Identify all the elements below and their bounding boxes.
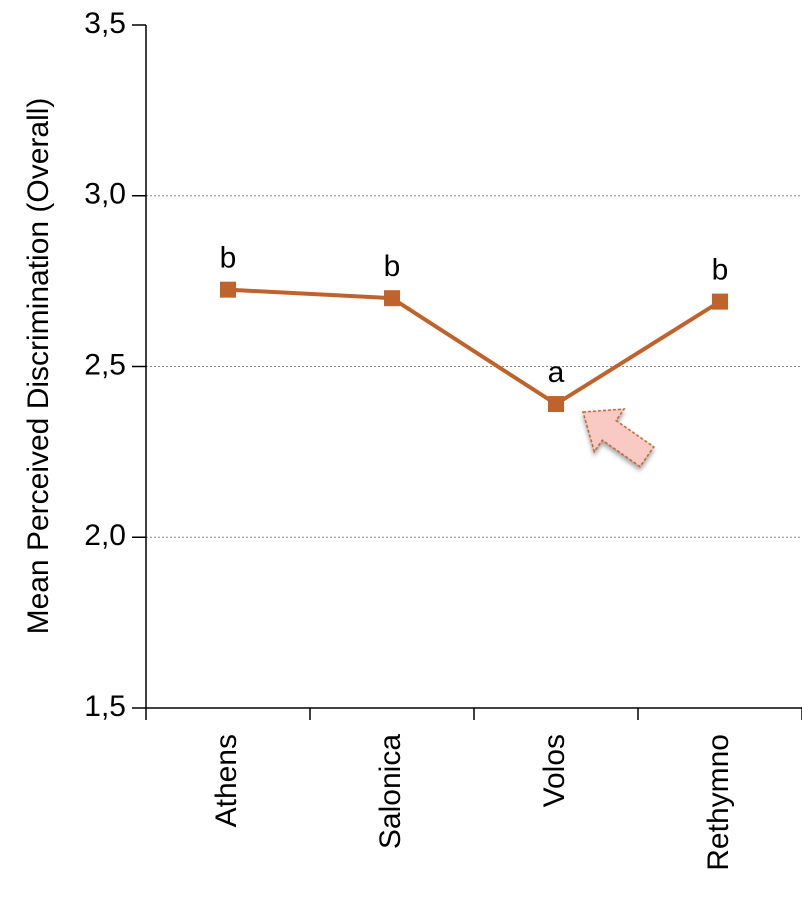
y-tick-label: 1,5 [84,690,126,723]
point-marker [384,290,400,307]
significance-label: b [712,254,729,287]
y-tick-label: 2,5 [84,348,126,381]
x-tick-label: Rethymno [702,734,735,871]
significance-label: b [384,250,401,283]
x-tick-label: Athens [210,734,243,827]
series-line [227,287,722,407]
y-tick-label: 2,0 [84,519,126,552]
x-tick-label: Volos [538,734,571,807]
y-axis-label: Mean Perceived Discrimination (Overall) [22,98,55,635]
point-marker [712,293,728,310]
y-tick-label: 3,0 [84,178,126,211]
point-marker [548,396,564,413]
significance-label: a [548,356,565,389]
pointer-arrow [582,408,655,468]
x-tick-label: Salonica [374,734,407,849]
y-tick-label: 3,5 [84,7,126,40]
point-marker [220,281,236,298]
significance-label: b [220,242,237,275]
